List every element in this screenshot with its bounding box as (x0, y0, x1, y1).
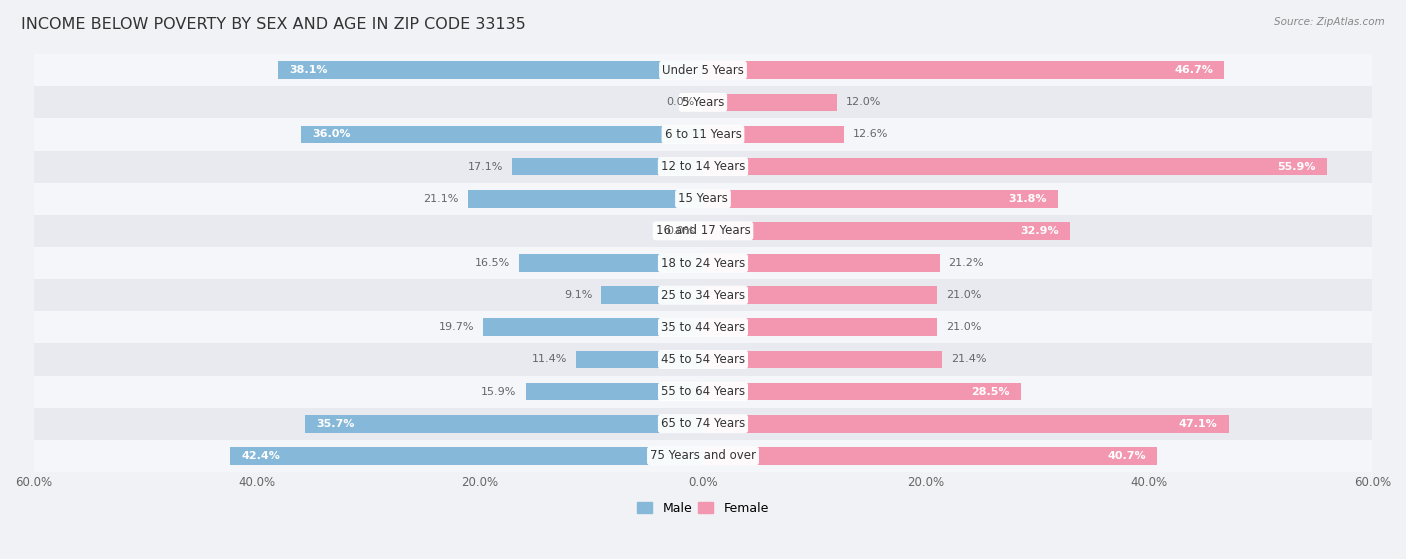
Text: 55.9%: 55.9% (1277, 162, 1316, 172)
Bar (703, 126, 844, 143)
Bar (34, 119, 1372, 150)
Text: 9.1%: 9.1% (564, 290, 592, 300)
Text: Under 5 Years: Under 5 Years (662, 64, 744, 77)
Bar (34, 247, 1372, 279)
Text: 17.1%: 17.1% (468, 162, 503, 172)
Bar (703, 158, 1327, 176)
Text: 38.1%: 38.1% (290, 65, 328, 75)
Bar (278, 61, 703, 79)
Text: 16.5%: 16.5% (475, 258, 510, 268)
Bar (703, 415, 1229, 433)
Text: 21.0%: 21.0% (946, 290, 981, 300)
Text: 31.8%: 31.8% (1008, 194, 1046, 203)
Text: 5 Years: 5 Years (682, 96, 724, 109)
Text: 65 to 74 Years: 65 to 74 Years (661, 417, 745, 430)
Text: 21.4%: 21.4% (950, 354, 986, 364)
Text: 35.7%: 35.7% (316, 419, 354, 429)
Text: 21.0%: 21.0% (946, 323, 981, 332)
Text: 28.5%: 28.5% (972, 387, 1010, 396)
Bar (703, 383, 1021, 400)
Text: 75 Years and over: 75 Years and over (650, 449, 756, 462)
Bar (305, 415, 703, 433)
Text: 55 to 64 Years: 55 to 64 Years (661, 385, 745, 398)
Text: 11.4%: 11.4% (531, 354, 567, 364)
Bar (703, 254, 939, 272)
Bar (34, 54, 1372, 86)
Text: 45 to 54 Years: 45 to 54 Years (661, 353, 745, 366)
Bar (34, 311, 1372, 343)
Text: INCOME BELOW POVERTY BY SEX AND AGE IN ZIP CODE 33135: INCOME BELOW POVERTY BY SEX AND AGE IN Z… (21, 17, 526, 32)
Bar (703, 190, 1057, 207)
Bar (703, 319, 938, 336)
Bar (231, 447, 703, 465)
Legend: Male, Female: Male, Female (633, 497, 773, 520)
Text: 21.1%: 21.1% (423, 194, 458, 203)
Bar (703, 93, 837, 111)
Bar (34, 150, 1372, 183)
Bar (34, 279, 1372, 311)
Bar (602, 286, 703, 304)
Text: 0.0%: 0.0% (666, 97, 695, 107)
Bar (703, 222, 1070, 240)
Text: 42.4%: 42.4% (240, 451, 280, 461)
Text: 36.0%: 36.0% (312, 130, 352, 140)
Bar (703, 61, 1225, 79)
Bar (700, 93, 703, 111)
Bar (512, 158, 703, 176)
Text: 12.6%: 12.6% (852, 130, 887, 140)
Text: 12 to 14 Years: 12 to 14 Years (661, 160, 745, 173)
Text: 12.0%: 12.0% (846, 97, 882, 107)
Bar (484, 319, 703, 336)
Text: 0.0%: 0.0% (666, 226, 695, 236)
Text: Source: ZipAtlas.com: Source: ZipAtlas.com (1274, 17, 1385, 27)
Text: 47.1%: 47.1% (1178, 419, 1218, 429)
Text: 21.2%: 21.2% (949, 258, 984, 268)
Text: 40.7%: 40.7% (1108, 451, 1146, 461)
Bar (703, 350, 942, 368)
Bar (34, 376, 1372, 408)
Text: 32.9%: 32.9% (1021, 226, 1059, 236)
Text: 18 to 24 Years: 18 to 24 Years (661, 257, 745, 269)
Text: 15.9%: 15.9% (481, 387, 516, 396)
Bar (526, 383, 703, 400)
Bar (34, 86, 1372, 119)
Bar (703, 447, 1157, 465)
Bar (700, 222, 703, 240)
Text: 16 and 17 Years: 16 and 17 Years (655, 224, 751, 238)
Bar (34, 183, 1372, 215)
Bar (576, 350, 703, 368)
Bar (34, 408, 1372, 440)
Text: 25 to 34 Years: 25 to 34 Years (661, 288, 745, 302)
Bar (468, 190, 703, 207)
Text: 19.7%: 19.7% (439, 323, 474, 332)
Bar (703, 286, 938, 304)
Bar (34, 343, 1372, 376)
Bar (34, 440, 1372, 472)
Bar (519, 254, 703, 272)
Text: 6 to 11 Years: 6 to 11 Years (665, 128, 741, 141)
Text: 46.7%: 46.7% (1174, 65, 1213, 75)
Bar (301, 126, 703, 143)
Text: 35 to 44 Years: 35 to 44 Years (661, 321, 745, 334)
Bar (34, 215, 1372, 247)
Text: 15 Years: 15 Years (678, 192, 728, 205)
